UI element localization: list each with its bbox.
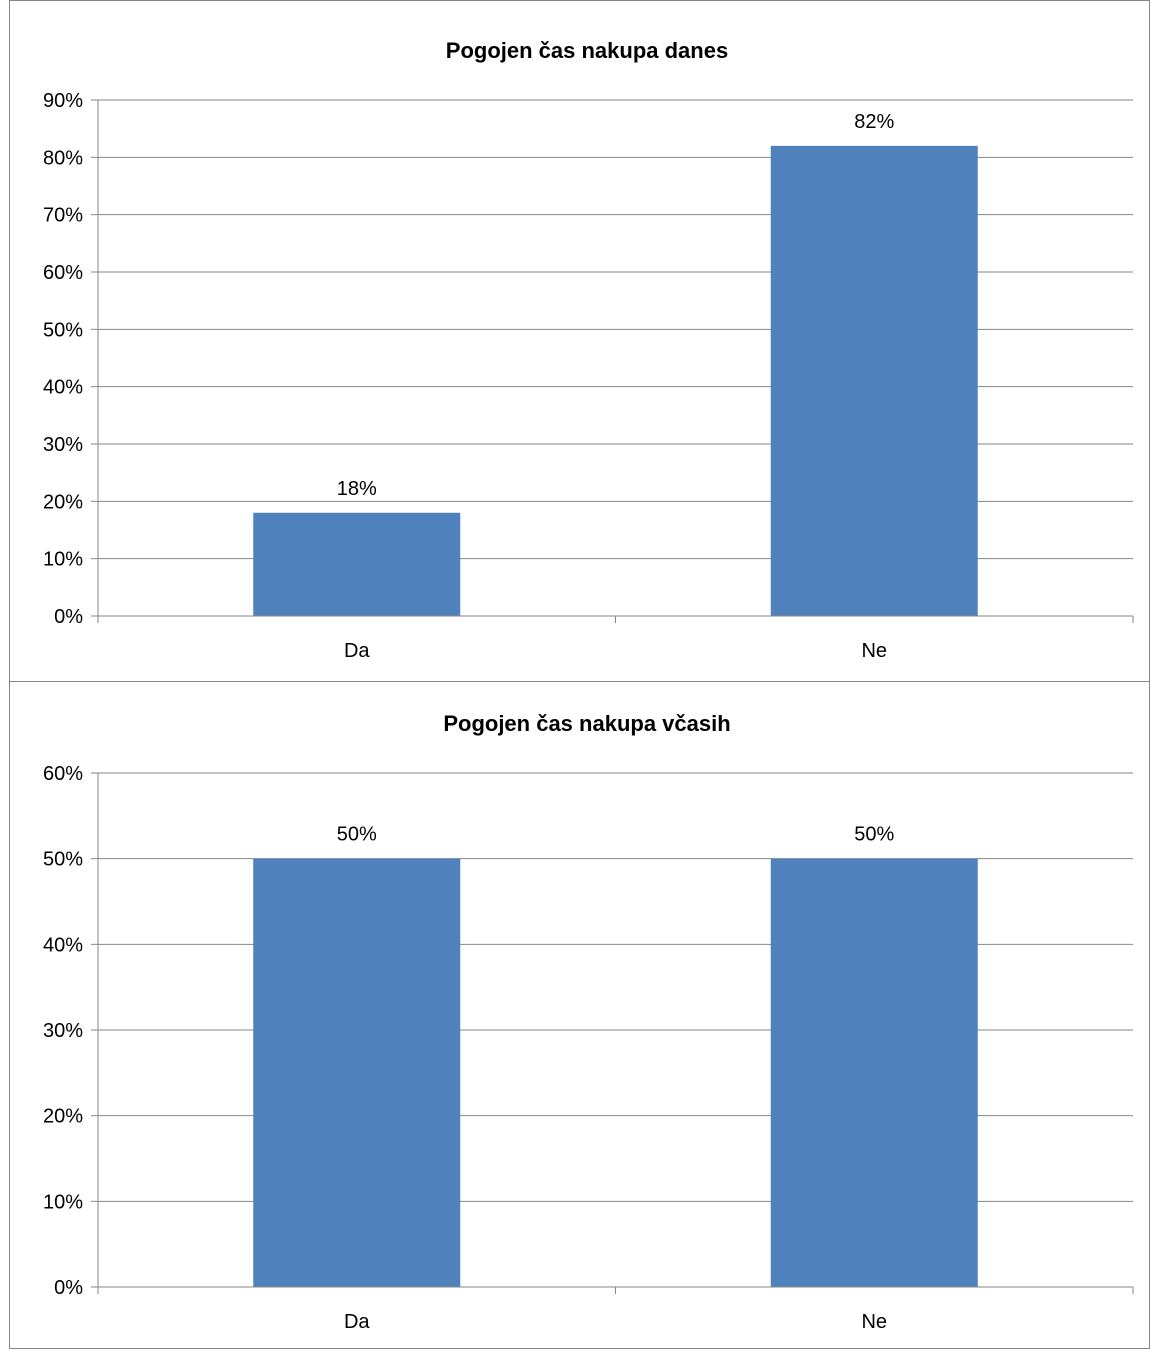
chart-today-title: Pogojen čas nakupa danes	[446, 38, 728, 63]
chart-today-ytick-label: 20%	[43, 491, 83, 513]
chart-today-bar-ne	[770, 145, 978, 616]
chart-today-ytick-label: 0%	[54, 606, 83, 628]
chart-past-ytick-label: 20%	[43, 1106, 83, 1128]
chart-past-ytick-label: 30%	[43, 1020, 83, 1042]
chart-today-ytick-label: 80%	[43, 147, 83, 169]
chart-past-category-label: Da	[344, 1311, 370, 1333]
chart-today-data-label: 18%	[337, 478, 377, 500]
chart-panel-today: Pogojen čas nakupa danes 0% 10% 20% 30% 40% 50…	[9, 0, 1150, 682]
chart-past-data-label: 50%	[854, 824, 894, 846]
chart-today-ytick-label: 70%	[43, 205, 83, 227]
chart-today-category-label: Ne	[861, 640, 887, 662]
chart-today-ytick-label: 10%	[43, 549, 83, 571]
chart-past-bar-ne	[770, 858, 978, 1287]
chart-past-svg: Pogojen čas nakupa včasih 0% 10% 20% 30% 40% 5…	[43, 711, 1134, 1333]
chart-today-svg: Pogojen čas nakupa danes 0% 10% 20% 30% 40% 50…	[43, 38, 1134, 662]
chart-today-category-label: Da	[344, 640, 370, 662]
chart-past-title: Pogojen čas nakupa včasih	[443, 711, 730, 736]
chart-today-ytick-label: 50%	[43, 319, 83, 341]
chart-today-bar-da	[253, 512, 461, 616]
chart-today-ytick-label: 60%	[43, 262, 83, 284]
chart-past-data-label: 50%	[337, 824, 377, 846]
chart-panel-past: Pogojen čas nakupa včasih 0% 10% 20% 30% 40% 5…	[9, 681, 1150, 1349]
chart-past-ytick-label: 50%	[43, 849, 83, 871]
chart-past-ytick-label: 10%	[43, 1191, 83, 1213]
chart-past-ytick-label: 40%	[43, 934, 83, 956]
chart-today-ytick-label: 40%	[43, 377, 83, 399]
chart-today-data-label: 82%	[854, 111, 894, 133]
chart-past-ytick-label: 0%	[54, 1277, 83, 1299]
chart-past-category-label: Ne	[861, 1311, 887, 1333]
chart-past-ytick-label: 60%	[43, 763, 83, 785]
chart-past-bar-da	[253, 858, 461, 1287]
chart-today-ytick-label: 30%	[43, 434, 83, 456]
chart-today-ytick-label: 90%	[43, 90, 83, 112]
